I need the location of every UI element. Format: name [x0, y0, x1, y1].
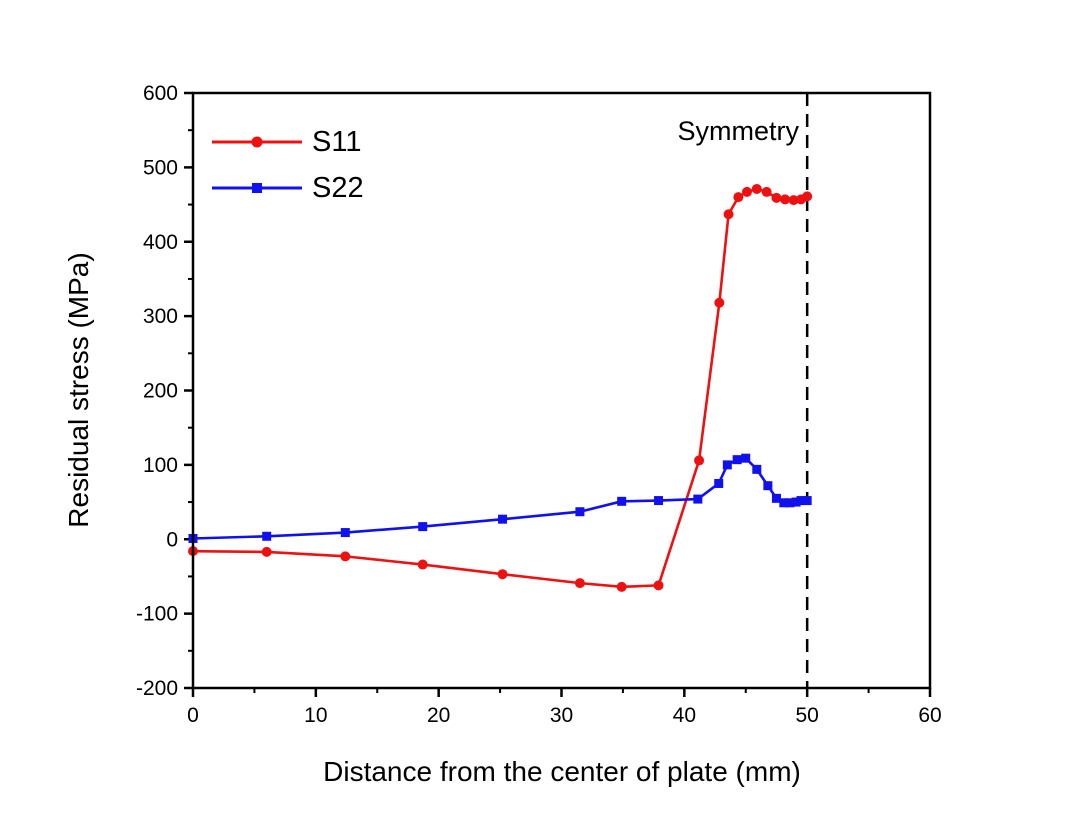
- x-axis-title: Distance from the center of plate (mm): [323, 756, 801, 787]
- s11-marker: [788, 195, 799, 206]
- legend-marker-s22: [252, 183, 262, 193]
- legend-marker-s11: [251, 136, 263, 148]
- s11-marker: [417, 559, 428, 570]
- s11-marker: [616, 581, 627, 592]
- s11-marker: [771, 192, 782, 203]
- s22-marker: [418, 522, 428, 532]
- y-tick-label: -100: [136, 603, 178, 626]
- s22-marker: [732, 455, 742, 465]
- s22-marker: [741, 453, 751, 463]
- s22-marker: [752, 464, 762, 474]
- s11-marker: [714, 297, 725, 308]
- x-tick-label: 50: [795, 704, 818, 727]
- s22-marker: [693, 494, 703, 504]
- s11-marker: [653, 580, 664, 591]
- s22-marker: [796, 496, 806, 506]
- legend-label-s11: S11: [312, 126, 361, 158]
- s11-marker: [780, 194, 791, 205]
- s22-marker: [262, 531, 272, 541]
- y-tick-label: 100: [143, 454, 178, 477]
- s22-marker: [498, 514, 508, 524]
- s11-marker: [723, 209, 734, 220]
- y-tick-label: 300: [143, 305, 178, 328]
- s11-marker: [497, 569, 508, 580]
- y-tick-label: -200: [136, 677, 178, 700]
- axis-ticks: [184, 91, 932, 697]
- s11-marker: [751, 183, 762, 194]
- y-tick-label: 500: [143, 156, 178, 179]
- x-tick-label: 10: [304, 704, 327, 727]
- s22-marker: [340, 528, 350, 538]
- s22-marker: [785, 498, 795, 508]
- s11-marker: [574, 578, 585, 589]
- s11-marker: [694, 455, 705, 466]
- x-tick-label: 20: [427, 704, 450, 727]
- y-tick-label: 200: [143, 380, 178, 403]
- series-line-s11: [192, 187, 808, 589]
- s11-marker: [802, 191, 813, 202]
- y-tick-label: 0: [166, 528, 178, 551]
- s22-marker: [763, 481, 773, 491]
- s22-marker: [654, 496, 664, 506]
- s11-marker: [741, 186, 752, 197]
- data-series: [188, 183, 813, 592]
- s11-marker: [761, 186, 772, 197]
- y-axis-title: Residual stress (MPa): [63, 252, 94, 527]
- x-tick-label: 0: [187, 704, 199, 727]
- s22-marker: [617, 496, 627, 506]
- axis-tick-labels: 0 10 20 30 40 50 60 -200 -100 0 100 200 300 400 500 600: [136, 82, 942, 727]
- series-line-s22: [192, 456, 808, 540]
- s22-marker: [722, 460, 732, 470]
- s22-marker: [714, 478, 724, 488]
- s11-marker: [733, 192, 744, 203]
- x-tick-label: 30: [550, 704, 573, 727]
- y-tick-label: 600: [143, 82, 178, 105]
- legend-label-s22: S22: [312, 172, 364, 204]
- s22-marker: [779, 498, 789, 508]
- s22-marker: [575, 507, 585, 517]
- x-tick-label: 60: [918, 704, 941, 727]
- y-tick-label: 400: [143, 231, 178, 254]
- s22-marker: [771, 493, 781, 503]
- plot-frame: [191, 91, 932, 690]
- s11-marker: [340, 551, 351, 562]
- x-tick-label: 40: [673, 704, 696, 727]
- s22-marker: [802, 496, 812, 506]
- s22-marker: [791, 497, 801, 507]
- s11-marker: [261, 546, 272, 557]
- symmetry-label: Symmetry: [678, 116, 800, 146]
- legend: [212, 136, 302, 193]
